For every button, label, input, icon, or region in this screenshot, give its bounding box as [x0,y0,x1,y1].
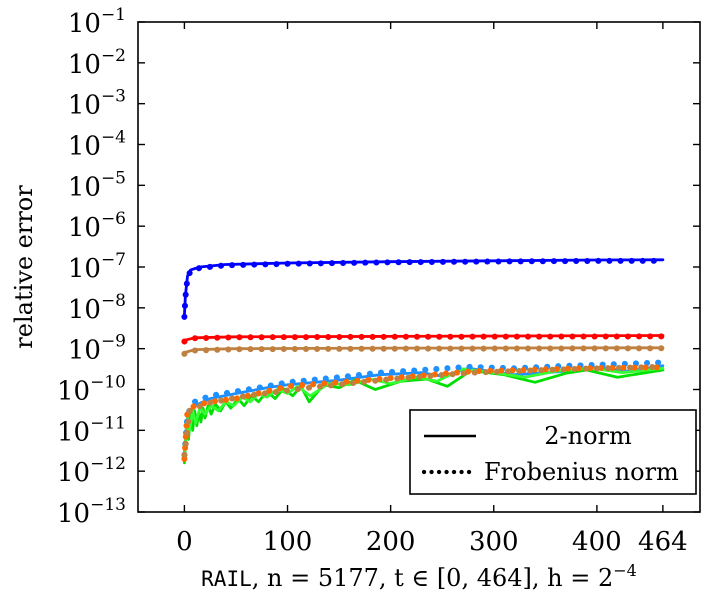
y-tick-label: 10−7 [68,250,126,284]
y-axis-label: relative error [10,185,38,349]
x-tick-label: 464 [638,527,688,557]
series-2-solid-line [183,334,665,342]
y-tick-label: 10−2 [68,46,126,80]
y-tick-label: 10−12 [57,454,126,488]
x-axis-label-rest: , n = 5177, t ∈ [0, 464], h = 2 [252,564,614,592]
series-0-solid-line [183,258,665,317]
x-axis-label-exp: −4 [613,561,637,580]
y-tick-label: 10−13 [57,495,126,529]
series-4-solid-line [183,346,665,354]
x-axis-label-prefix: RAIL [201,567,252,591]
series-1-dotted-line [181,257,666,320]
legend: 2-norm Frobenius norm [409,409,697,495]
y-tick-label: 10−3 [68,87,126,121]
y-tick-label: 10−1 [68,5,126,39]
x-axis-label: RAIL, n = 5177, t ∈ [0, 464], h = 2−4 [201,561,637,592]
x-tick-label: 400 [572,527,622,557]
y-tick-label: 10−10 [57,373,126,407]
y-tick-label: 10−8 [68,291,126,325]
x-tick-label: 0 [176,527,193,557]
series-9-dotted-line [181,363,666,458]
ticks-layer: 0 100 200 300 400 464 10−13 10−12 10−11 10−10 10−9… [57,5,700,557]
y-tick-label: 10−5 [68,168,126,202]
y-tick-label: 10−11 [57,413,126,447]
legend-entry-frobenius-norm: Frobenius norm [484,458,679,486]
x-tick-label: 300 [469,527,519,557]
x-tick-label: 200 [366,527,416,557]
y-tick-label: 10−6 [68,209,126,243]
series-5-dotted-line [181,345,666,357]
y-tick-label: 10−9 [68,332,126,366]
series-7-dotted-line [181,359,666,458]
series-layer [181,257,666,465]
x-tick-label: 100 [263,527,313,557]
y-tick-label: 10−4 [68,128,126,162]
series-8-dotted-line [181,364,666,462]
legend-entry-2-norm: 2-norm [544,422,632,450]
legend-box [409,409,697,495]
series-3-dotted-line [181,333,666,345]
